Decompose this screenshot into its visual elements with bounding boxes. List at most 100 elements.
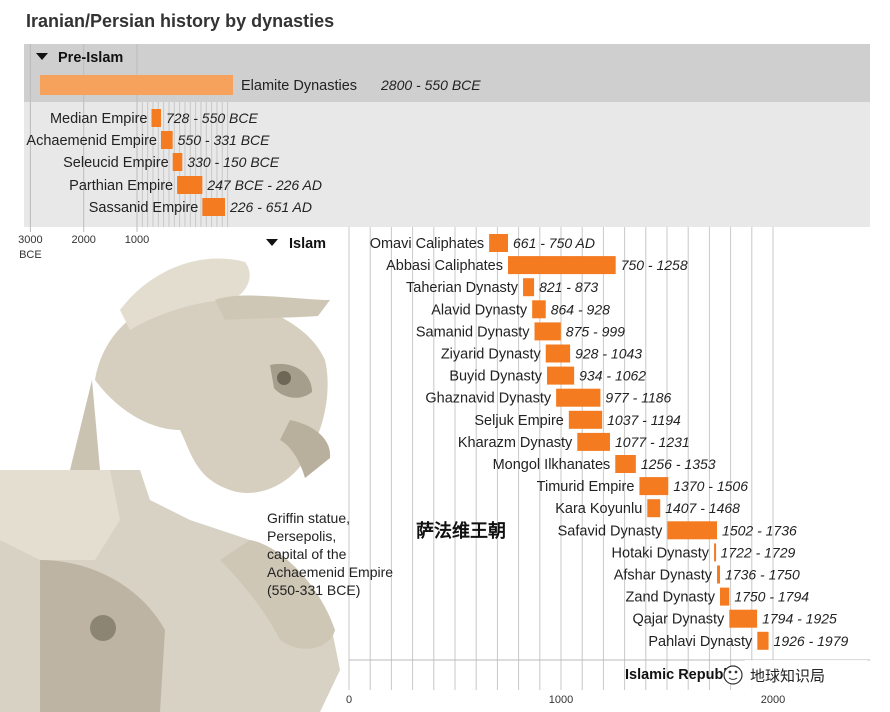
islam-collapse-icon[interactable] — [266, 239, 278, 246]
bar-label: Safavid Dynasty — [558, 523, 664, 539]
bar-range: 934 - 1062 — [579, 368, 646, 384]
bar-qajar-dynasty — [729, 609, 758, 628]
bar-range: 1502 - 1736 — [722, 522, 797, 538]
pre-islam-section-label: Pre-Islam — [58, 50, 123, 66]
bar-achaemenid-empire — [160, 131, 173, 149]
bar-buyid-dynasty — [547, 366, 575, 385]
bar-label: Kara Koyunlu — [555, 501, 642, 517]
bar-label: Taherian Dynasty — [406, 280, 519, 296]
bar-hotaki-dynasty — [714, 543, 717, 562]
pre-axis-tick-label: 3000 — [18, 234, 42, 246]
bar-label: Seleucid Empire — [63, 155, 169, 171]
bar-zand-dynasty — [720, 587, 730, 606]
islam-section-label: Islam — [289, 236, 326, 252]
bar-range: 1736 - 1750 — [725, 567, 800, 583]
caption-line: (550-331 BCE) — [267, 582, 360, 598]
bar-ghaznavid-dynasty — [556, 388, 601, 407]
bar-label: Kharazm Dynasty — [458, 435, 573, 451]
statue-caption: Griffin statue, Persepolis, capital of the… — [267, 510, 393, 598]
bar-label: Zand Dynasty — [626, 590, 716, 606]
bar-range: 977 - 1186 — [605, 390, 671, 406]
pre-islam-collapse-icon[interactable] — [36, 53, 48, 60]
bar-label: Timurid Empire — [537, 479, 635, 495]
bar-median-empire — [151, 109, 161, 127]
bar-label: Achaemenid Empire — [26, 133, 157, 149]
bar-label: Parthian Empire — [69, 178, 173, 194]
bar-timurid-empire — [639, 477, 669, 496]
post-axis-tick-label: 1000 — [549, 694, 573, 706]
bar-label: Abbasi Caliphates — [386, 258, 503, 274]
bar-pahlavi-dynasty — [757, 631, 769, 650]
caption-line: Persepolis, — [267, 528, 336, 544]
bar-range: 1926 - 1979 — [774, 633, 849, 649]
bar-label: Ghaznavid Dynasty — [425, 391, 551, 407]
wechat-icon — [723, 665, 743, 685]
bar-label: Qajar Dynasty — [632, 612, 725, 628]
caption-line: Griffin statue, — [267, 510, 350, 526]
bar-range: 728 - 550 BCE — [166, 110, 258, 126]
bar-range: 821 - 873 — [539, 279, 598, 295]
pre-axis-tick-label: 2000 — [71, 234, 95, 246]
watermark: 地球知识局 — [723, 660, 870, 690]
bar-mongol-ilkhanates — [615, 455, 636, 473]
bar-label: Seljuk Empire — [474, 413, 563, 429]
bar-range: 864 - 928 — [551, 301, 610, 317]
bar-seljuk-empire — [568, 410, 603, 429]
bar-range: 1722 - 1729 — [721, 544, 796, 560]
bar-range: 247 BCE - 226 AD — [206, 177, 322, 193]
bar-range: 750 - 1258 — [621, 257, 688, 273]
bar-label: Elamite Dynasties — [241, 78, 357, 94]
bar-range: 550 - 331 BCE — [178, 132, 270, 148]
islamic-republic-label: Islamic Republic — [625, 667, 739, 683]
bar-label: Buyid Dynasty — [449, 369, 542, 385]
bar-ziyarid-dynasty — [545, 344, 571, 363]
bar-elamite-dynasties — [40, 75, 233, 95]
bar-range: 1794 - 1925 — [762, 611, 837, 627]
bar-range: 928 - 1043 — [575, 346, 642, 362]
bar-range: 1370 - 1506 — [673, 478, 748, 494]
watermark-text: 地球知识局 — [750, 667, 825, 685]
bar-range: 226 - 651 AD — [229, 199, 312, 215]
bar-range: 1037 - 1194 — [607, 412, 681, 428]
bar-range: 330 - 150 BCE — [187, 154, 279, 170]
bar-afshar-dynasty — [717, 565, 720, 584]
bar-sassanid-empire — [202, 198, 225, 216]
bar-parthian-empire — [177, 176, 203, 194]
bar-samanid-dynasty — [534, 322, 561, 341]
bar-range: 2800 - 550 BCE — [380, 77, 481, 93]
bar-label: Hotaki Dynasty — [612, 545, 710, 561]
bar-range: 1407 - 1468 — [665, 500, 740, 516]
bar-safavid-dynasty — [667, 521, 718, 540]
post-axis-tick-label: 2000 — [761, 694, 785, 706]
bar-label: Alavid Dynasty — [431, 302, 528, 318]
caption-line: Achaemenid Empire — [267, 564, 393, 580]
bar-label: Sassanid Empire — [89, 200, 199, 216]
post-axis-tick-label: 0 — [346, 694, 352, 706]
bar-label: Median Empire — [50, 111, 148, 127]
bar-seleucid-empire — [172, 153, 183, 171]
bar-range: 1077 - 1231 — [615, 434, 690, 450]
bar-omavi-caliphates — [489, 234, 508, 252]
bar-alavid-dynasty — [532, 300, 546, 319]
bar-kara-koyunlu — [647, 499, 661, 518]
bar-label: Pahlavi Dynasty — [648, 634, 753, 650]
chinese-annotation: 萨法维王朝 — [416, 520, 506, 542]
bar-label: Samanid Dynasty — [416, 324, 530, 340]
chart-title: Iranian/Persian history by dynasties — [26, 11, 335, 31]
bar-label: Ziyarid Dynasty — [441, 347, 542, 363]
pre-axis-tick-label: 1000 — [125, 234, 149, 246]
caption-line: capital of the — [267, 546, 347, 562]
bar-abbasi-caliphates — [508, 256, 616, 275]
bar-range: 1750 - 1794 — [734, 589, 809, 605]
bar-taherian-dynasty — [523, 278, 535, 297]
bar-range: 1256 - 1353 — [641, 456, 716, 472]
griffin-statue-image — [0, 258, 340, 712]
bar-range: 875 - 999 — [566, 323, 625, 339]
pre-axis-unit-label: BCE — [19, 249, 42, 261]
bar-label: Omavi Caliphates — [370, 236, 484, 252]
bar-range: 661 - 750 AD — [513, 235, 595, 251]
bar-label: Afshar Dynasty — [614, 568, 713, 584]
bar-label: Mongol Ilkhanates — [493, 457, 611, 473]
bar-kharazm-dynasty — [577, 432, 610, 451]
